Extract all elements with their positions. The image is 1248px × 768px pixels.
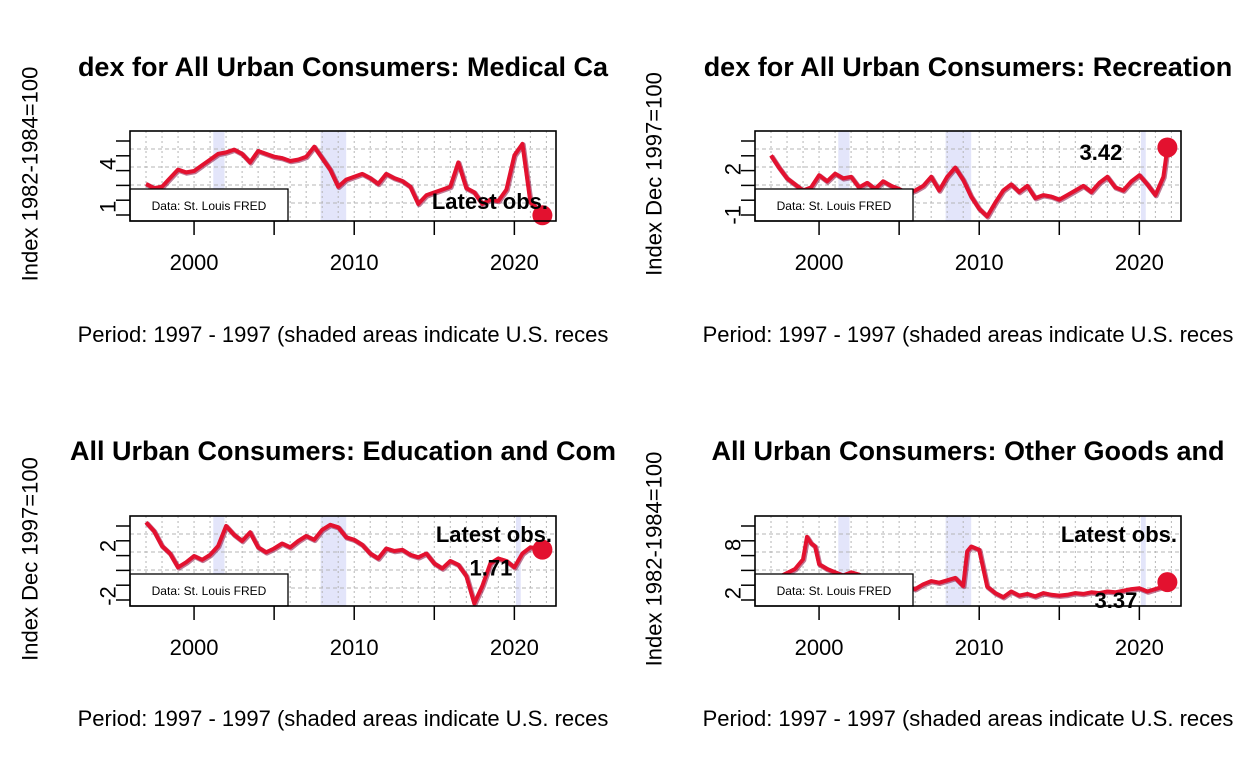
latest-observation-point — [1157, 137, 1178, 158]
plot-frame — [129, 130, 557, 222]
x-axis-label: Period: 1997 - 1997 (shaded areas indica… — [78, 322, 609, 347]
chart-panel-education: Data: St. Louis FRED Latest obs. 1.71 2000 2… — [18, 436, 617, 731]
y-tick-label: 2 — [721, 163, 746, 175]
x-axis-label: Period: 1997 - 1997 (shaded areas indica… — [703, 706, 1234, 731]
latest-observation-point — [532, 539, 553, 560]
chart-title: dex for All Urban Consumers: Medical Ca — [78, 52, 609, 82]
series-line — [769, 147, 1170, 219]
chart-title: All Urban Consumers: Other Goods and — [711, 436, 1224, 466]
x-axis-label: Period: 1997 - 1997 (shaded areas indica… — [703, 322, 1234, 347]
series-line — [145, 141, 545, 217]
source-note: Data: St. Louis FRED — [777, 199, 892, 213]
y-axis-label: Index 1982-1984=100 — [642, 452, 667, 667]
chart-panel-other-goods: Data: St. Louis FRED Latest obs. 3.37 2000 2… — [642, 436, 1234, 731]
recession-band — [838, 131, 850, 221]
x-tick-label: 2020 — [490, 635, 539, 660]
series-line — [770, 534, 1169, 600]
y-tick-label: 2 — [721, 587, 746, 599]
source-note: Data: St. Louis FRED — [152, 199, 267, 213]
plot-frame — [129, 515, 557, 607]
recession-band — [213, 131, 225, 221]
y-tick-label: 4 — [96, 158, 121, 170]
latest-obs-label: Latest obs. — [436, 522, 552, 547]
x-tick-label: 2000 — [795, 250, 844, 275]
latest-obs-value: 3.37 — [1095, 588, 1138, 613]
x-tick-label: 2020 — [490, 250, 539, 275]
chart-title: All Urban Consumers: Education and Com — [70, 436, 616, 466]
series-line — [144, 520, 543, 606]
recession-band — [213, 516, 225, 606]
y-axis-label: Index 1982-1984=100 — [18, 67, 43, 282]
recession-band — [1140, 516, 1146, 606]
y-tick-label: 1 — [96, 201, 121, 213]
chart-panel-recreation: Data: St. Louis FRED 3.42 2000 2010 2020 -1 2 d… — [642, 52, 1234, 347]
x-axis-label: Period: 1997 - 1997 (shaded areas indica… — [78, 706, 609, 731]
y-tick-label: 2 — [96, 540, 121, 552]
latest-observation-point — [1157, 572, 1178, 593]
y-tick-label: -1 — [721, 205, 746, 225]
source-note-box — [129, 573, 289, 607]
y-axis-label: Index Dec 1997=100 — [18, 457, 43, 661]
x-tick-label: 2010 — [330, 250, 379, 275]
source-note: Data: St. Louis FRED — [777, 584, 892, 598]
latest-obs-value: 3.42 — [1080, 140, 1123, 165]
x-tick-label: 2000 — [170, 250, 219, 275]
x-tick-label: 2020 — [1115, 635, 1164, 660]
x-tick-label: 2010 — [330, 635, 379, 660]
latest-obs-label: Latest obs. — [432, 189, 548, 214]
x-tick-label: 2010 — [955, 635, 1004, 660]
y-tick-label: 8 — [721, 539, 746, 551]
chart-panel-medical-care: Data: St. Louis FRED Latest obs. 2000 2010 2… — [18, 52, 610, 347]
x-tick-label: 2020 — [1115, 250, 1164, 275]
recession-band — [838, 516, 850, 606]
x-tick-label: 2010 — [955, 250, 1004, 275]
chart-title: dex for All Urban Consumers: Recreation — [704, 52, 1233, 82]
x-tick-label: 2000 — [170, 635, 219, 660]
y-axis-label: Index Dec 1997=100 — [642, 72, 667, 276]
latest-obs-value: 1.71 — [470, 556, 513, 581]
y-tick-label: -2 — [96, 586, 121, 606]
latest-obs-label: Latest obs. — [1061, 522, 1177, 547]
grid-lines — [754, 131, 1181, 221]
plot-frame — [754, 515, 1182, 607]
x-tick-label: 2000 — [795, 635, 844, 660]
source-note: Data: St. Louis FRED — [152, 584, 267, 598]
plot-frame — [754, 130, 1182, 222]
